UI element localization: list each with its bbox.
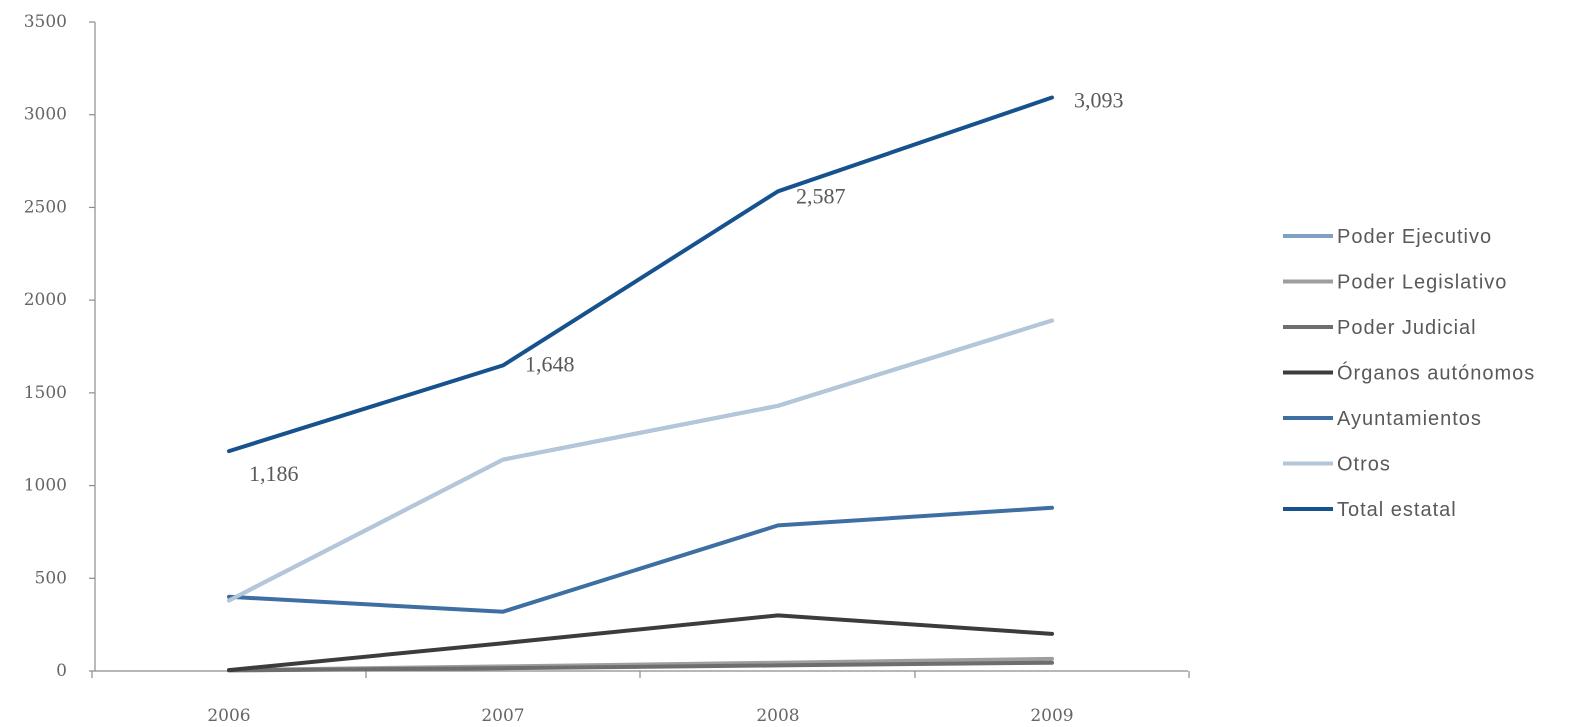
legend-label: Órganos autónomos: [1337, 362, 1535, 385]
series-line-poder-judicial: [227, 660, 1054, 673]
x-tick-label: 2006: [207, 706, 250, 726]
y-tick-label: 0: [56, 661, 67, 681]
legend-label: Poder Ejecutivo: [1337, 226, 1492, 248]
y-tick-label: 1500: [24, 383, 67, 403]
legend-label: Total estatal: [1337, 499, 1457, 521]
series-line-otros: [227, 318, 1054, 603]
y-tick-label: 2000: [24, 290, 67, 310]
y-tick-label: 1000: [24, 476, 67, 496]
x-tick-label: 2007: [481, 706, 524, 726]
data-label: 3,093: [1074, 87, 1124, 112]
legend-label: Otros: [1337, 454, 1391, 476]
x-tick-label: 2009: [1030, 706, 1073, 726]
series-line-organos-autonomos: [227, 613, 1054, 673]
legend-label: Ayuntamientos: [1337, 408, 1482, 430]
y-tick-label: 2500: [24, 197, 67, 217]
data-label: 2,587: [796, 183, 846, 208]
x-tick-label: 2008: [756, 706, 799, 726]
data-label: 1,648: [525, 351, 575, 376]
y-tick-label: 500: [35, 568, 67, 588]
y-tick-label: 3000: [24, 105, 67, 125]
series-line-poder-ejecutivo: [227, 318, 1054, 603]
data-label: 1,186: [249, 461, 299, 486]
series-line-total-estatal: [227, 95, 1054, 454]
series-line-ayuntamientos: [227, 505, 1054, 614]
legend-label: Poder Judicial: [1337, 317, 1477, 339]
y-tick-label: 3500: [24, 12, 67, 32]
legend-label: Poder Legislativo: [1337, 272, 1507, 294]
